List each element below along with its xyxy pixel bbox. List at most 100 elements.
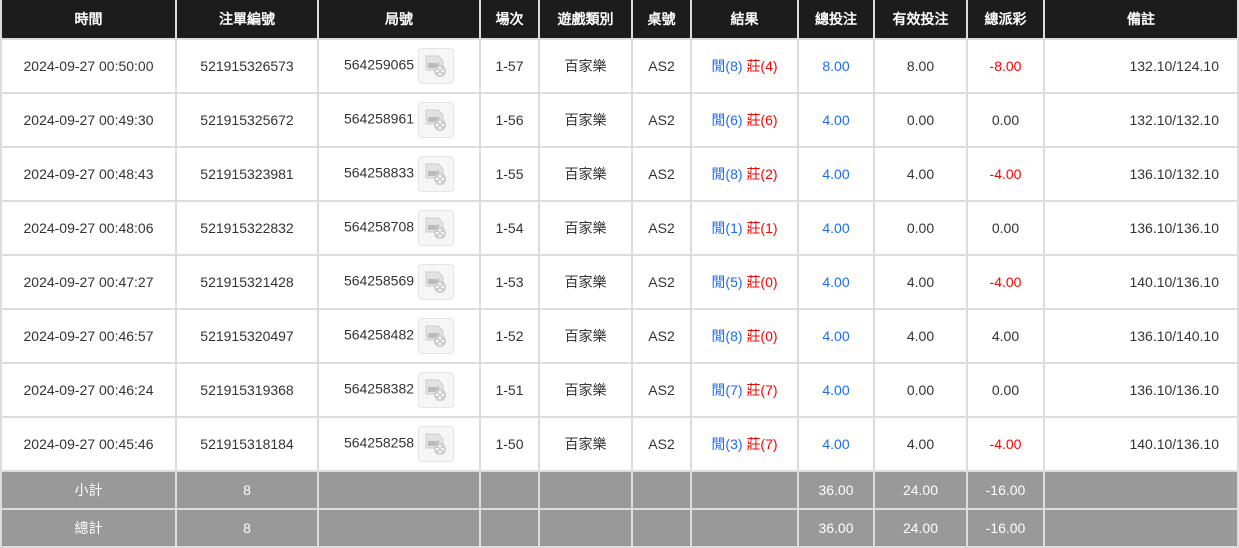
player-result: 閒(8) <box>711 58 743 74</box>
remark: 132.10/132.10 <box>1043 92 1239 148</box>
result: 閒(8) 莊(4) <box>690 38 799 94</box>
session: 1-52 <box>479 308 540 364</box>
payout: -8.00 <box>966 38 1045 94</box>
result: 閒(8) 莊(2) <box>690 146 799 202</box>
player-result: 閒(7) <box>711 382 743 398</box>
grandtotal-payout: -16.00 <box>966 508 1045 548</box>
video-replay-icon[interactable] <box>418 102 455 138</box>
payout: 0.00 <box>966 92 1045 148</box>
video-replay-icon[interactable] <box>418 318 455 354</box>
column-header: 注單編號 <box>175 0 319 40</box>
player-result: 閒(8) <box>711 328 743 344</box>
valid-bet: 0.00 <box>873 92 968 148</box>
remark: 140.10/136.10 <box>1043 416 1239 472</box>
grandtotal-valid: 24.00 <box>873 508 968 548</box>
bet-id: 521915325672 <box>175 92 319 148</box>
remark: 132.10/124.10 <box>1043 38 1239 94</box>
banker-result: 莊(0) <box>746 274 778 290</box>
table-row: 2024-09-27 00:47:27 521915321428 5642585… <box>0 254 1239 310</box>
empty-cell <box>479 508 540 548</box>
payout: 0.00 <box>966 200 1045 256</box>
table-no: AS2 <box>631 254 692 310</box>
grandtotal-row: 總計 8 36.00 24.00 -16.00 <box>0 508 1239 548</box>
round-cell: 564258833 <box>317 146 481 202</box>
table-no: AS2 <box>631 92 692 148</box>
empty-cell <box>538 508 633 548</box>
remark: 136.10/136.10 <box>1043 362 1239 418</box>
banker-result: 莊(7) <box>746 436 778 452</box>
player-result: 閒(1) <box>711 220 743 236</box>
session: 1-53 <box>479 254 540 310</box>
valid-bet: 4.00 <box>873 146 968 202</box>
bet-time: 2024-09-27 00:49:30 <box>0 92 177 148</box>
valid-bet: 4.00 <box>873 416 968 472</box>
game-type: 百家樂 <box>538 254 633 310</box>
bet-id: 521915326573 <box>175 38 319 94</box>
empty-cell <box>317 470 481 510</box>
round-id: 564258833 <box>343 164 415 181</box>
valid-bet: 4.00 <box>873 308 968 364</box>
total-bet: 4.00 <box>797 92 875 148</box>
video-replay-icon[interactable] <box>418 210 455 246</box>
bet-time: 2024-09-27 00:45:46 <box>0 416 177 472</box>
game-type: 百家樂 <box>538 38 633 94</box>
subtotal-label: 小計 <box>0 470 177 510</box>
round-id: 564258708 <box>343 218 415 235</box>
column-header: 遊戲類別 <box>538 0 633 40</box>
banker-result: 莊(4) <box>746 58 778 74</box>
empty-cell <box>631 508 692 548</box>
round-cell: 564259065 <box>317 38 481 94</box>
round-id: 564258258 <box>343 434 415 451</box>
result: 閒(5) 莊(0) <box>690 254 799 310</box>
game-type: 百家樂 <box>538 308 633 364</box>
subtotal-count: 8 <box>175 470 319 510</box>
table-row: 2024-09-27 00:46:57 521915320497 5642584… <box>0 308 1239 364</box>
payout: -4.00 <box>966 146 1045 202</box>
table-no: AS2 <box>631 308 692 364</box>
payout: -4.00 <box>966 416 1045 472</box>
total-bet: 4.00 <box>797 416 875 472</box>
result: 閒(6) 莊(6) <box>690 92 799 148</box>
header-row: 時間 注單編號 局號 場次 遊戲類別 桌號 結果 總投注 有效投注 總派彩 備註 <box>0 0 1239 40</box>
video-replay-icon[interactable] <box>418 156 455 192</box>
session: 1-55 <box>479 146 540 202</box>
round-id: 564258961 <box>343 110 415 127</box>
empty-cell <box>1043 508 1239 548</box>
valid-bet: 4.00 <box>873 254 968 310</box>
valid-bet: 0.00 <box>873 362 968 418</box>
remark: 136.10/132.10 <box>1043 146 1239 202</box>
video-replay-icon[interactable] <box>418 264 455 300</box>
bet-time: 2024-09-27 00:46:24 <box>0 362 177 418</box>
remark: 136.10/136.10 <box>1043 200 1239 256</box>
bet-id: 521915322832 <box>175 200 319 256</box>
column-header: 有效投注 <box>873 0 968 40</box>
empty-cell <box>538 470 633 510</box>
bet-id: 521915318184 <box>175 416 319 472</box>
grandtotal-total: 36.00 <box>797 508 875 548</box>
bet-time: 2024-09-27 00:50:00 <box>0 38 177 94</box>
round-cell: 564258569 <box>317 254 481 310</box>
empty-cell <box>1043 470 1239 510</box>
table-no: AS2 <box>631 38 692 94</box>
table-row: 2024-09-27 00:46:24 521915319368 5642583… <box>0 362 1239 418</box>
subtotal-row: 小計 8 36.00 24.00 -16.00 <box>0 470 1239 510</box>
table-row: 2024-09-27 00:48:06 521915322832 5642587… <box>0 200 1239 256</box>
bet-time: 2024-09-27 00:48:06 <box>0 200 177 256</box>
valid-bet: 8.00 <box>873 38 968 94</box>
empty-cell <box>690 508 799 548</box>
round-id: 564258482 <box>343 326 415 343</box>
table-no: AS2 <box>631 416 692 472</box>
total-bet: 4.00 <box>797 254 875 310</box>
table-no: AS2 <box>631 362 692 418</box>
video-replay-icon[interactable] <box>418 426 455 462</box>
payout: 0.00 <box>966 362 1045 418</box>
video-replay-icon[interactable] <box>418 48 455 84</box>
column-header: 總投注 <box>797 0 875 40</box>
game-type: 百家樂 <box>538 200 633 256</box>
video-replay-icon[interactable] <box>418 372 455 408</box>
banker-result: 莊(0) <box>746 328 778 344</box>
column-header: 局號 <box>317 0 481 40</box>
round-id: 564258569 <box>343 272 415 289</box>
total-bet: 4.00 <box>797 200 875 256</box>
result: 閒(3) 莊(7) <box>690 416 799 472</box>
